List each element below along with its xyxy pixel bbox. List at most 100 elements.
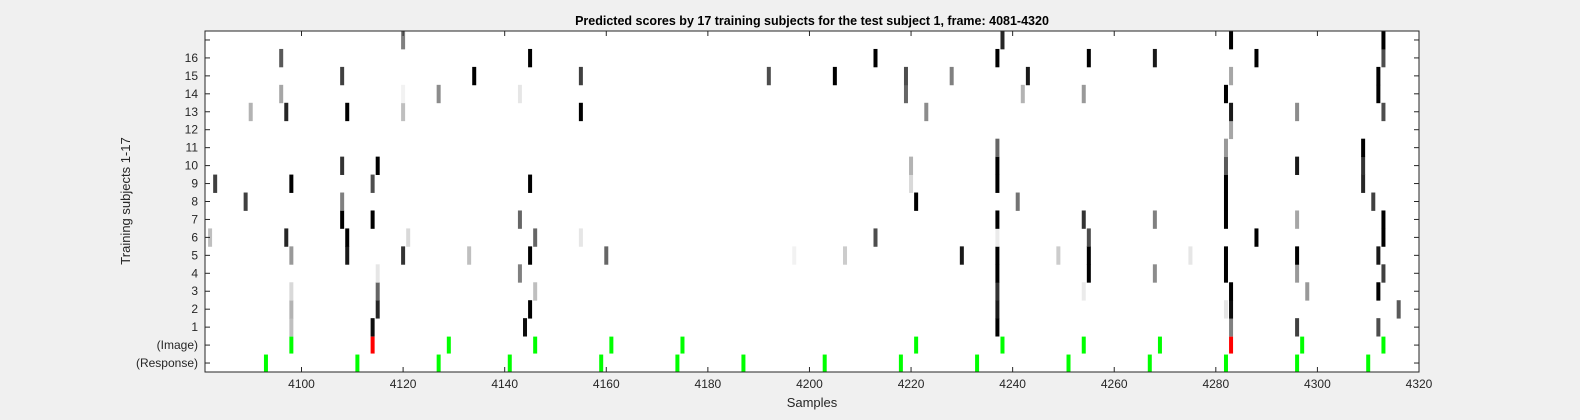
score-cell (873, 228, 878, 247)
image-event-cell (1081, 336, 1086, 354)
response-event-cell (1223, 354, 1228, 372)
image-event-cell (1381, 336, 1386, 354)
score-cell (1086, 48, 1091, 68)
x-tick-label: 4260 (1101, 377, 1128, 391)
x-axis-label: Samples (787, 395, 838, 410)
score-cell (340, 210, 345, 229)
response-event-cell (599, 354, 604, 372)
score-cell (370, 318, 375, 337)
response-event-cell (975, 354, 980, 372)
response-event-cell (436, 354, 441, 372)
score-cell (375, 264, 380, 283)
score-cell (1295, 264, 1300, 283)
score-cell (1295, 210, 1300, 229)
score-cell (909, 174, 914, 193)
score-cell (401, 84, 406, 104)
score-cell (1086, 228, 1091, 247)
score-cell (995, 210, 1000, 229)
score-cell (528, 300, 533, 319)
y-tick-label: 14 (185, 87, 199, 101)
marks-layer (208, 31, 1401, 372)
score-cell (578, 228, 583, 247)
score-cell (1361, 138, 1366, 158)
score-cell (472, 66, 477, 86)
score-cell (279, 48, 284, 68)
score-cell (1229, 31, 1234, 50)
x-tick-label: 4240 (999, 377, 1026, 391)
score-cell (1229, 102, 1234, 122)
score-cell (1223, 246, 1228, 265)
y-tick-label: (Response) (136, 356, 198, 370)
score-cell (243, 192, 248, 211)
response-event-cell (263, 354, 268, 372)
score-cell (1188, 246, 1193, 265)
score-cell (1015, 192, 1020, 211)
score-cell (401, 31, 406, 50)
score-cell (340, 192, 345, 211)
score-cell (843, 246, 848, 265)
score-cell (528, 246, 533, 265)
score-cell (924, 102, 929, 122)
score-cell (1381, 228, 1386, 247)
score-cell (1152, 264, 1157, 283)
score-cell (1381, 48, 1386, 68)
score-cell (1396, 300, 1401, 319)
score-cell (279, 84, 284, 104)
y-tick-label: 12 (185, 123, 199, 137)
score-cell (1295, 156, 1300, 175)
score-cell (949, 66, 954, 86)
image-event-cell (609, 336, 614, 354)
score-cell (517, 84, 522, 104)
y-tick-label: 1 (191, 320, 198, 334)
score-cell (533, 228, 538, 247)
score-cell (1229, 66, 1234, 86)
score-cell (1305, 282, 1310, 301)
score-cell (1223, 300, 1228, 319)
score-cell (401, 102, 406, 122)
x-tick-label: 4180 (695, 377, 722, 391)
y-tick-label: 7 (191, 212, 198, 226)
image-event-cell (680, 336, 685, 354)
score-cell (1056, 246, 1061, 265)
y-tick-label: 16 (185, 51, 199, 65)
score-cell (1295, 102, 1300, 122)
score-cell (289, 318, 294, 337)
y-tick-label: 5 (191, 248, 198, 262)
score-cell (1361, 156, 1366, 175)
score-cell (1376, 318, 1381, 337)
score-cell (995, 282, 1000, 301)
score-cell (213, 174, 218, 193)
y-tick-label: 15 (185, 69, 199, 83)
score-cell (289, 282, 294, 301)
score-cell (903, 84, 908, 104)
score-cell (995, 174, 1000, 193)
image-event-cell (533, 336, 538, 354)
image-event-cell (1229, 336, 1234, 354)
score-cell (903, 66, 908, 86)
score-cell (1371, 192, 1376, 211)
score-cell (517, 210, 522, 229)
y-tick-label: 11 (186, 141, 199, 155)
x-tick-label: 4220 (898, 377, 925, 391)
score-cell (1025, 66, 1030, 86)
score-cell (1000, 31, 1005, 50)
score-cell (1223, 156, 1228, 175)
y-axis-label: Training subjects 1-17 (118, 137, 133, 264)
y-tick-label: 2 (191, 302, 198, 316)
score-cell (1381, 264, 1386, 283)
image-event-cell (1000, 336, 1005, 354)
response-event-cell (675, 354, 680, 372)
score-cell (1223, 210, 1228, 229)
axes-layer: 4100 4120 4140 4160 4180 4200 4220 4240 4260 4280… (136, 31, 1433, 391)
score-cell (289, 174, 294, 193)
x-tick-label: 4120 (390, 377, 417, 391)
image-event-cell (289, 336, 294, 354)
score-cell (995, 318, 1000, 337)
score-cell (1223, 174, 1228, 193)
score-cell (1376, 246, 1381, 265)
score-cell (1295, 318, 1300, 337)
score-cell (959, 246, 964, 265)
score-cell (604, 246, 609, 265)
score-cell (995, 246, 1000, 265)
score-cell (533, 282, 538, 301)
